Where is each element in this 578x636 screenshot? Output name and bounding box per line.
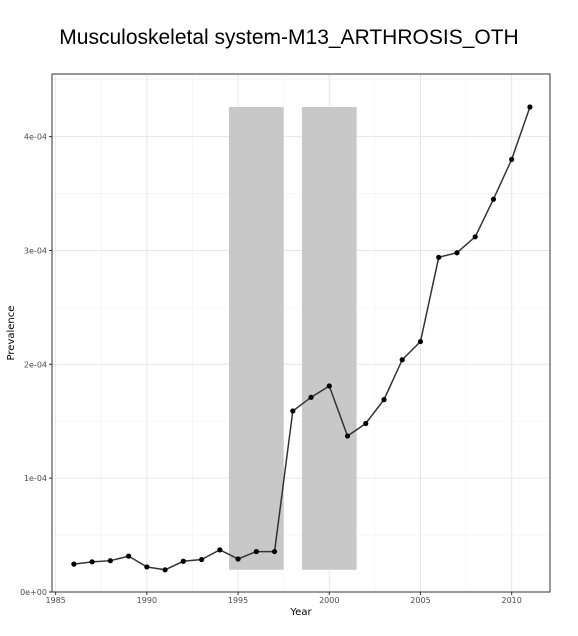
data-point [527, 104, 533, 110]
data-point [454, 250, 460, 256]
data-point [509, 156, 515, 162]
data-point [198, 556, 205, 563]
data-point [235, 556, 241, 562]
data-point [436, 254, 442, 260]
data-point [290, 408, 296, 414]
data-point [126, 553, 132, 559]
x-tick-label: 1995 [228, 596, 248, 605]
y-tick-label: 4e-04 [24, 133, 47, 142]
x-tick-label: 2000 [319, 596, 339, 605]
series-layer [71, 104, 533, 573]
panel-border [51, 73, 551, 593]
y-axis-title: Prevalence [6, 306, 17, 361]
grid-layer [52, 74, 550, 593]
data-point [253, 548, 259, 555]
shaded-regions [228, 107, 357, 570]
x-tick-label: 1985 [45, 596, 65, 605]
series-line [73, 106, 531, 571]
y-tick-label: 0e+00 [20, 588, 47, 597]
data-point [217, 547, 223, 553]
data-point [107, 558, 113, 564]
data-point [417, 338, 424, 345]
data-point [71, 561, 77, 567]
data-point [344, 433, 351, 439]
data-point [326, 383, 332, 389]
data-point [308, 394, 314, 400]
data-point [144, 564, 150, 570]
data-point [399, 357, 405, 363]
data-point [162, 567, 168, 573]
x-tick-label: 2005 [410, 596, 430, 605]
x-tick-label: 2010 [502, 596, 522, 605]
y-tick-label: 3e-04 [24, 246, 47, 255]
data-point [89, 559, 95, 565]
x-tick-label: 1990 [137, 596, 157, 605]
data-point [271, 548, 278, 555]
axis-layer: 1985 1990 1995 2000 2005 2010 0e+00 1e-04 2e-04 3… [20, 133, 522, 605]
data-point [490, 196, 497, 202]
data-point [381, 397, 387, 403]
data-point [180, 558, 186, 564]
x-axis-title: Year [289, 607, 312, 618]
shaded-region [301, 107, 357, 570]
chart-title: Musculoskeletal system-M13_ARTHROSIS_OTH [59, 26, 519, 49]
data-point [363, 420, 369, 427]
data-point [472, 234, 478, 240]
shaded-region [228, 107, 284, 570]
y-tick-label: 1e-04 [24, 474, 47, 483]
y-tick-label: 2e-04 [24, 360, 47, 369]
